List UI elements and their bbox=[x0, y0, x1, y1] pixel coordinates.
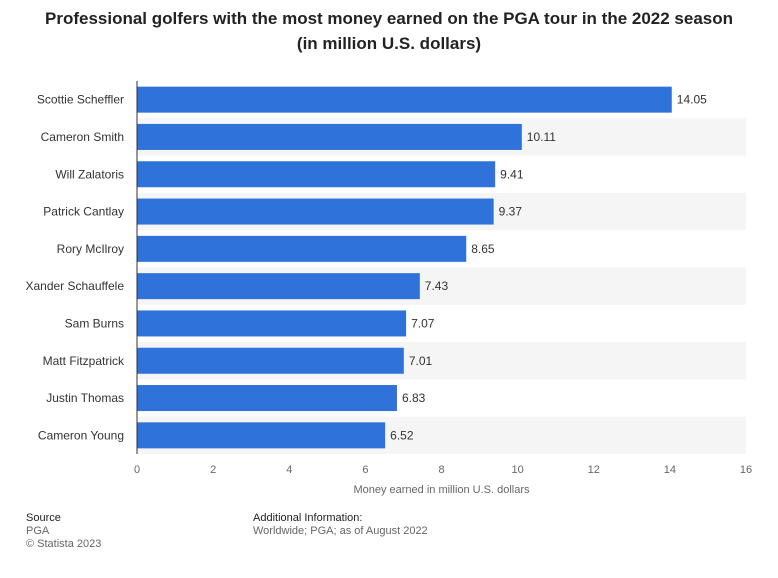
bar-5 bbox=[137, 235, 467, 262]
bar-3 bbox=[137, 161, 496, 188]
bar-10 bbox=[137, 422, 386, 449]
bar-1 bbox=[137, 86, 672, 113]
bar-9 bbox=[137, 385, 397, 412]
chart-title-line1: Professional golfers with the most money… bbox=[44, 9, 734, 28]
x-tick-label-8: 8 bbox=[438, 464, 444, 476]
category-label-6: Xander Schauffele bbox=[25, 279, 124, 293]
x-tick-label-12: 12 bbox=[588, 464, 600, 476]
bar-value-label-1: 14.05 bbox=[677, 93, 707, 107]
bar-chart: 14.05 Scottie Scheffler 10.11 Cameron Smith… bbox=[25, 81, 752, 496]
category-label-7: Sam Burns bbox=[65, 316, 124, 330]
x-tick-label-2: 2 bbox=[210, 464, 216, 476]
bar-6 bbox=[137, 273, 420, 300]
x-tick-label-4: 4 bbox=[286, 464, 292, 476]
chart-title: Professional golfers with the most money… bbox=[20, 6, 758, 56]
bar-4 bbox=[137, 198, 494, 225]
bar-value-label-10: 6.52 bbox=[390, 428, 414, 442]
source-block: Source PGA © Statista 2023 bbox=[26, 512, 101, 551]
bar-2 bbox=[137, 123, 522, 150]
bar-7 bbox=[137, 310, 407, 337]
copyright-text: © Statista 2023 bbox=[26, 538, 102, 550]
bar-value-label-7: 7.07 bbox=[411, 316, 435, 330]
chart-title-line2: (in million U.S. dollars) bbox=[296, 34, 482, 53]
bar-value-label-2: 10.11 bbox=[527, 130, 556, 144]
source-heading: Source bbox=[26, 512, 61, 524]
category-label-2: Cameron Smith bbox=[41, 130, 124, 144]
x-tick-label-6: 6 bbox=[362, 464, 368, 476]
bar-8 bbox=[137, 347, 404, 374]
additional-info-text: Worldwide; PGA; as of August 2022 bbox=[253, 525, 428, 537]
bar-value-label-8: 7.01 bbox=[409, 354, 433, 368]
source-text: PGA bbox=[26, 525, 50, 537]
additional-info-block: Additional Information: Worldwide; PGA; … bbox=[253, 512, 428, 538]
bar-value-label-3: 9.41 bbox=[500, 167, 524, 181]
x-tick-label-0: 0 bbox=[134, 464, 140, 476]
x-axis-title: Money earned in million U.S. dollars bbox=[353, 484, 530, 496]
bar-value-label-4: 9.37 bbox=[499, 205, 523, 219]
category-label-3: Will Zalatoris bbox=[55, 167, 124, 181]
x-tick-label-14: 14 bbox=[664, 464, 676, 476]
category-label-10: Cameron Young bbox=[38, 428, 124, 442]
bar-value-label-5: 8.65 bbox=[471, 242, 495, 256]
additional-info-heading: Additional Information: bbox=[253, 512, 363, 524]
category-label-5: Rory McIlroy bbox=[57, 242, 124, 256]
x-tick-label-10: 10 bbox=[512, 464, 524, 476]
bar-value-label-9: 6.83 bbox=[402, 391, 426, 405]
category-label-9: Justin Thomas bbox=[46, 391, 124, 405]
bar-value-label-6: 7.43 bbox=[425, 279, 449, 293]
x-tick-label-16: 16 bbox=[740, 464, 752, 476]
category-label-1: Scottie Scheffler bbox=[37, 93, 124, 107]
category-label-8: Matt Fitzpatrick bbox=[43, 354, 125, 368]
category-label-4: Patrick Cantlay bbox=[43, 205, 124, 219]
